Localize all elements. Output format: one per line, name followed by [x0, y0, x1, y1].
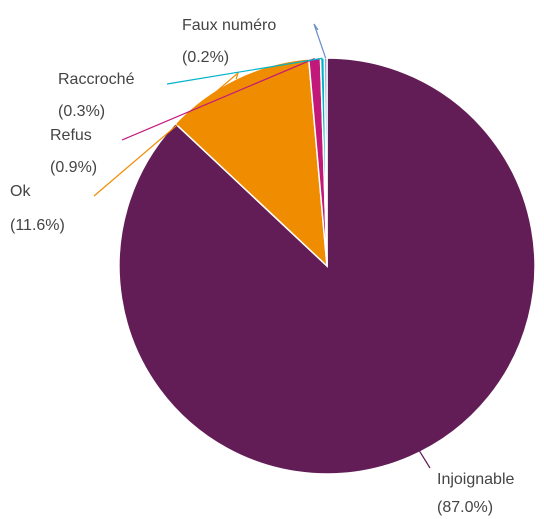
- slice-label-raccroche: Raccroché: [58, 71, 135, 88]
- leader-lines: [93, 23, 431, 469]
- slice-label-injoignable: Injoignable: [437, 471, 515, 488]
- slice-percent-ok: (11.6%): [10, 217, 65, 234]
- slice-percent-injoignable: (87.0%): [437, 499, 493, 516]
- slice-percent-refus: (0.9%): [50, 159, 97, 176]
- leader-line-refus: [121, 58, 315, 141]
- slice-label-ok: Ok: [10, 183, 31, 200]
- leader-line-injoignable: [377, 384, 431, 469]
- slice-label-faux-numero: Faux numéro: [182, 17, 276, 34]
- leader-line-ok: [93, 71, 240, 197]
- slice-labels: Injoignable (87.0%) Ok (11.6%) Refus (0.9%) Ra…: [10, 17, 515, 516]
- leader-line-faux-numero: [313, 23, 327, 59]
- slice-percent-raccroche: (0.3%): [58, 103, 105, 120]
- slice-label-refus: Refus: [50, 127, 92, 144]
- pie-slice-injoignable[interactable]: [118, 57, 536, 475]
- pie-slices: [118, 57, 536, 475]
- leader-line-raccroche: [166, 57, 323, 85]
- slice-percent-faux-numero: (0.2%): [182, 49, 229, 66]
